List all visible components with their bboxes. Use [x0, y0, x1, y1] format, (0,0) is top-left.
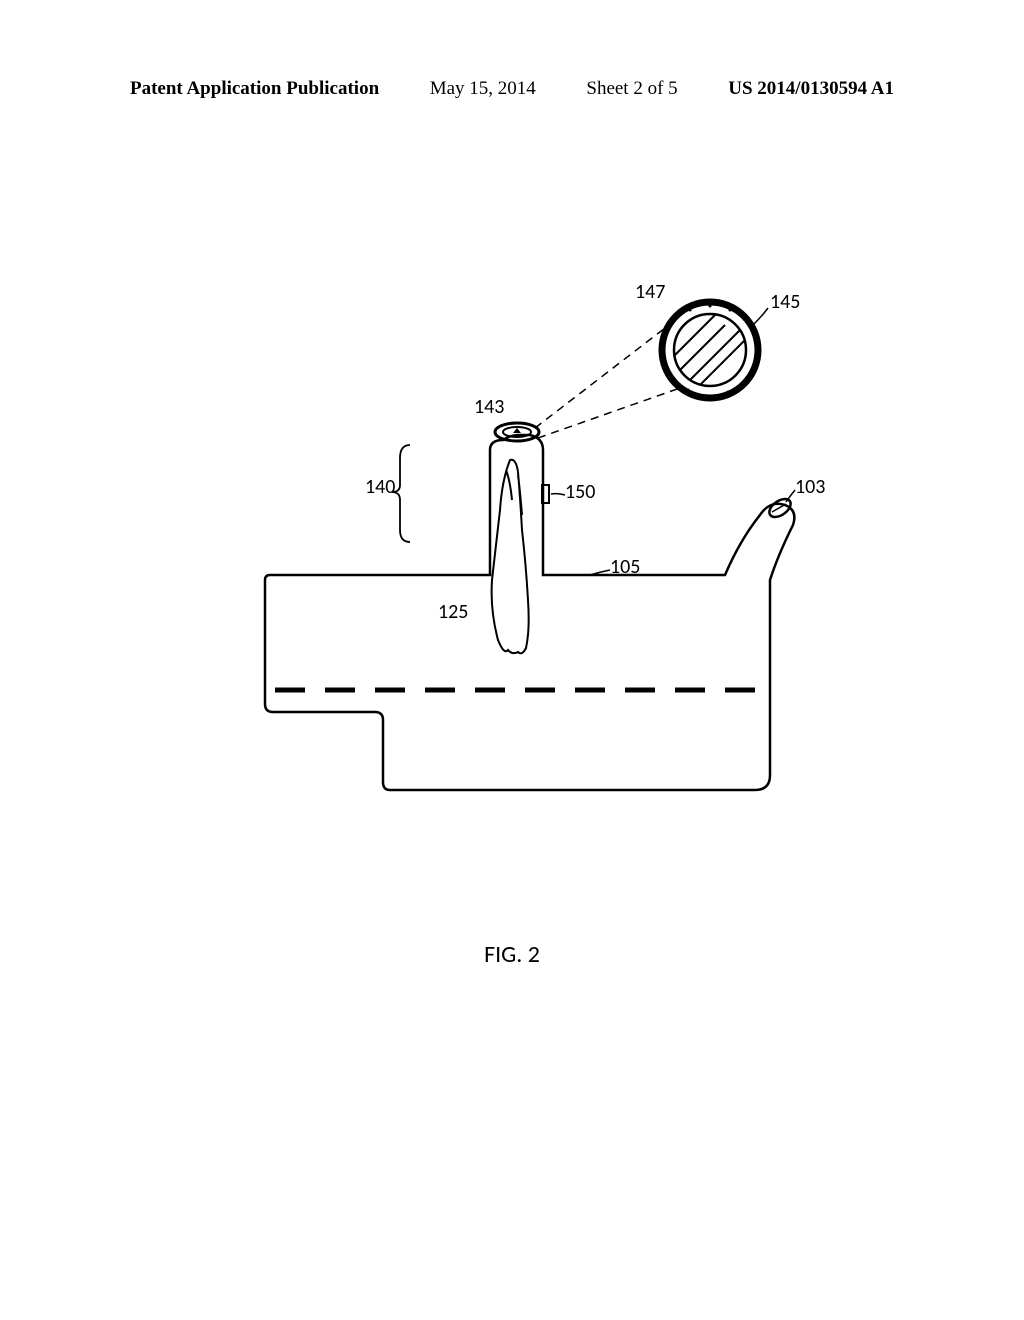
label-103: 103: [795, 475, 825, 499]
label-105: 105: [610, 555, 640, 579]
label-147: 147: [635, 280, 665, 304]
figure-svg: [170, 280, 850, 920]
leader-150: [551, 494, 565, 495]
label-145: 145: [770, 290, 800, 314]
patent-header: Patent Application Publication May 15, 2…: [0, 78, 1024, 100]
label-150: 150: [565, 480, 595, 504]
header-docnum: US 2014/0130594 A1: [728, 78, 894, 100]
header-date: May 15, 2014: [430, 78, 536, 100]
label-125: 125: [438, 600, 468, 624]
float-splash: [492, 460, 529, 654]
figure-2: 147 145 143 140 150 103 105 125: [170, 280, 850, 920]
label-143: 143: [474, 395, 504, 419]
leader-lines: [535, 328, 680, 438]
header-publication: Patent Application Publication: [130, 78, 379, 100]
label-140: 140: [365, 475, 395, 499]
header-sheet: Sheet 2 of 5: [586, 78, 677, 100]
tank-body: [265, 435, 794, 790]
leader-145: [754, 308, 768, 324]
pipe-marker: [513, 428, 521, 433]
figure-caption: FIG. 2: [0, 940, 1024, 969]
magnified-ring: [662, 302, 758, 398]
